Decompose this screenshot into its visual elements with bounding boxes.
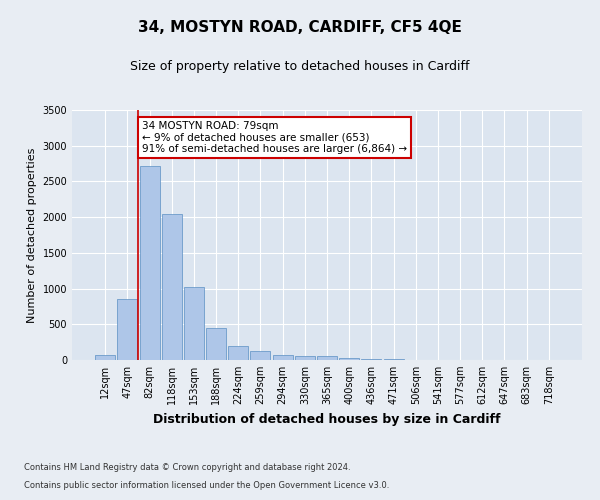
Text: Contains HM Land Registry data © Crown copyright and database right 2024.: Contains HM Land Registry data © Crown c… (24, 464, 350, 472)
Bar (140, 166, 160, 360)
Bar (118, 300, 137, 360)
Bar (317, 356, 337, 360)
Bar (206, 328, 226, 360)
Text: 34, MOSTYN ROAD, CARDIFF, CF5 4QE: 34, MOSTYN ROAD, CARDIFF, CF5 4QE (138, 20, 462, 35)
Bar (361, 358, 382, 360)
Bar (339, 358, 359, 360)
Bar (228, 346, 248, 360)
Text: Contains public sector information licensed under the Open Government Licence v3: Contains public sector information licen… (24, 481, 389, 490)
Y-axis label: Number of detached properties: Number of detached properties (27, 148, 37, 322)
Bar (272, 354, 293, 360)
Bar (295, 356, 315, 360)
Bar (162, 214, 182, 360)
Bar (184, 287, 204, 360)
Bar (250, 350, 271, 360)
Text: 34 MOSTYN ROAD: 79sqm
← 9% of detached houses are smaller (653)
91% of semi-deta: 34 MOSTYN ROAD: 79sqm ← 9% of detached h… (142, 120, 407, 154)
Bar (95, 354, 115, 360)
Text: Size of property relative to detached houses in Cardiff: Size of property relative to detached ho… (130, 60, 470, 73)
X-axis label: Distribution of detached houses by size in Cardiff: Distribution of detached houses by size … (153, 412, 501, 426)
